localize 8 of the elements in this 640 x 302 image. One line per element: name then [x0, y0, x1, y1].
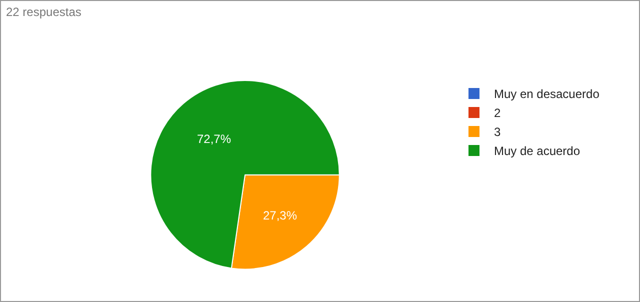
data-label: 72,7% — [196, 132, 232, 146]
data-label: 27,3% — [263, 208, 298, 222]
legend-label: 2 — [494, 106, 501, 120]
text: 22 respuestas — [6, 5, 82, 19]
legend-label: Muy en desacuerdo — [494, 87, 600, 102]
pie-slice — [150, 80, 340, 269]
legend-label: 3 — [494, 125, 501, 140]
legend-label: Muy de acuerdo — [494, 144, 580, 158]
